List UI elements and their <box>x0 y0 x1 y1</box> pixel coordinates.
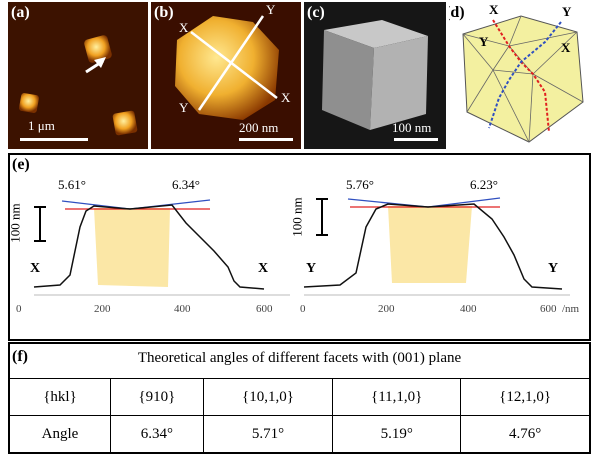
scale-bar <box>20 138 88 141</box>
panel-a-afm-image: (a) 1 μm <box>8 2 148 149</box>
panel-c-label: (c) <box>307 4 325 21</box>
left-scale-label: 100 nm <box>7 203 23 243</box>
panel-f-label: (f) <box>12 348 28 365</box>
panel-c-sem-image: (c) 100 nm <box>304 2 446 149</box>
y-label-top: Y <box>266 2 276 17</box>
right-tick-600: 600 <box>540 303 557 315</box>
panel-e-profiles: (e) 100 nm 5.61° 6.34° X X 0 200 400 600… <box>8 153 591 341</box>
y-line <box>197 15 265 111</box>
right-scale-label: 100 nm <box>289 197 305 237</box>
angle-cell: 5.71° <box>202 415 334 452</box>
arrow-head-icon <box>94 57 106 68</box>
right-angle-right: 6.23° <box>470 177 498 192</box>
angle-cell: 5.19° <box>332 415 462 452</box>
header-cell: {hkl} <box>10 378 111 416</box>
particle <box>112 110 138 136</box>
right-tick-400: 400 <box>460 303 477 315</box>
facet-edges <box>462 15 584 143</box>
left-tick-0: 0 <box>16 303 22 315</box>
particle <box>84 35 112 63</box>
right-angle-left: 5.76° <box>346 177 374 192</box>
panel-a-particles <box>8 2 148 149</box>
panel-d-polyhedron <box>462 15 584 143</box>
right-end-label-right: Y <box>548 261 559 276</box>
angle-cell: 6.34° <box>110 415 204 452</box>
cube-left-face <box>322 30 374 130</box>
scale-bar <box>239 138 293 141</box>
angles-table: {hkl} {910} {10,1,0} {11,1,0} {12,1,0} A… <box>10 378 589 452</box>
corner-label-x-mid: X <box>561 40 571 55</box>
scale-bar <box>394 138 438 141</box>
header-cell: {11,1,0} <box>332 378 462 416</box>
x-line <box>190 31 278 99</box>
x-unit-label: /nm <box>562 303 580 315</box>
y-path-blue <box>488 21 562 129</box>
left-end-label-right: X <box>258 261 269 276</box>
corner-label-x-top: X <box>489 2 499 17</box>
height-profile-curve <box>33 204 265 290</box>
x-path-red <box>492 19 550 133</box>
header-cell: {10,1,0} <box>202 378 334 416</box>
left-angle-right: 6.34° <box>172 177 200 192</box>
x-label-bottom: X <box>281 90 291 105</box>
left-angle-left: 5.61° <box>58 177 86 192</box>
panel-d-label: (d) <box>449 4 465 21</box>
profile-right <box>303 197 570 296</box>
header-cell: {910} <box>110 378 204 416</box>
panel-b-particle <box>151 2 301 149</box>
panel-a-scale-label: 1 μm <box>28 118 55 133</box>
cross-section-trapezoid <box>94 208 170 287</box>
corner-label-y-mid: Y <box>479 34 489 49</box>
corner-label-y-top: Y <box>562 4 572 19</box>
panel-e-label: (e) <box>12 156 30 173</box>
left-tick-400: 400 <box>174 303 191 315</box>
cross-section-trapezoid <box>388 206 472 283</box>
right-end-label-left: Y <box>306 261 317 276</box>
panel-c-scale-label: 100 nm <box>392 120 432 135</box>
panel-b-label: (b) <box>154 4 174 21</box>
height-profile-curve <box>303 203 563 290</box>
y-label-bottom: Y <box>179 100 189 115</box>
left-tick-200: 200 <box>94 303 111 315</box>
particle <box>19 93 39 113</box>
angle-cell: 4.76° <box>460 415 589 452</box>
cube-top-face <box>324 20 428 48</box>
left-end-label-left: X <box>30 261 41 276</box>
x-label-top: X <box>179 20 189 35</box>
profile-left <box>33 199 290 296</box>
panel-c-cube <box>304 2 446 149</box>
cube-right-face <box>370 36 428 130</box>
panel-d-model: (d) X Y Y X <box>449 2 594 149</box>
table-title: Theoretical angles of different facets w… <box>137 350 462 366</box>
table-row-angle: Angle 6.34° 5.71° 5.19° 4.76° <box>10 415 589 452</box>
table-row-header: {hkl} {910} {10,1,0} {11,1,0} {12,1,0} <box>10 378 589 416</box>
row-label-cell: Angle <box>10 415 111 452</box>
left-tick-600: 600 <box>256 303 273 315</box>
panel-b-afm-image: (b) X Y Y X 200 nm <box>151 2 301 149</box>
panel-a-label: (a) <box>11 4 30 21</box>
panel-b-scale-label: 200 nm <box>239 120 279 135</box>
right-tick-200: 200 <box>378 303 395 315</box>
header-cell: {12,1,0} <box>460 378 589 416</box>
panel-f-table: (f) Theoretical angles of different face… <box>8 342 591 454</box>
right-tick-0: 0 <box>300 303 306 315</box>
